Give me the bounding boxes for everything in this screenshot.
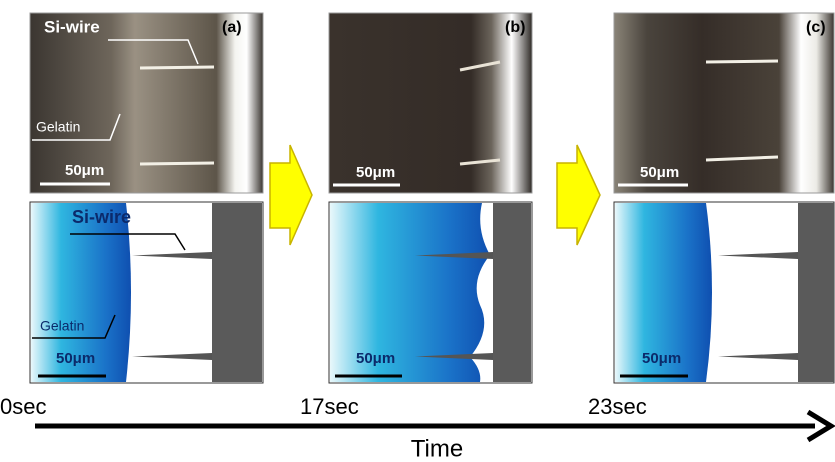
scale-label: 50μm [640,164,679,181]
wall [798,203,834,382]
time-label: 0sec [0,394,46,419]
scale-label: 50μm [642,350,681,367]
wire [706,61,778,62]
wire [140,163,214,164]
step-arrow [557,145,600,245]
time-label: 23sec [588,394,647,419]
panel-label: (b) [505,19,525,36]
wall [493,203,531,382]
time-label: 17sec [300,394,359,419]
scale-label: 50μm [65,162,104,179]
figure: Si-wire Gelatin 50μm (a) Si-wire Gelatin… [0,0,835,462]
gel-label: Gelatin [40,318,84,334]
scale-label: 50μm [356,164,395,181]
wire [140,67,214,68]
panel-label: (c) [806,19,826,36]
gel-label: Gelatin [36,119,80,135]
scale-label: 50μm [356,350,395,367]
wire-label: Si-wire [72,207,131,227]
axis-label: Time [411,435,463,462]
step-arrow [270,145,312,245]
panel-label: (a) [222,19,242,36]
scale-label: 50μm [56,350,95,367]
wire-label: Si-wire [44,17,100,36]
wall [212,203,262,382]
